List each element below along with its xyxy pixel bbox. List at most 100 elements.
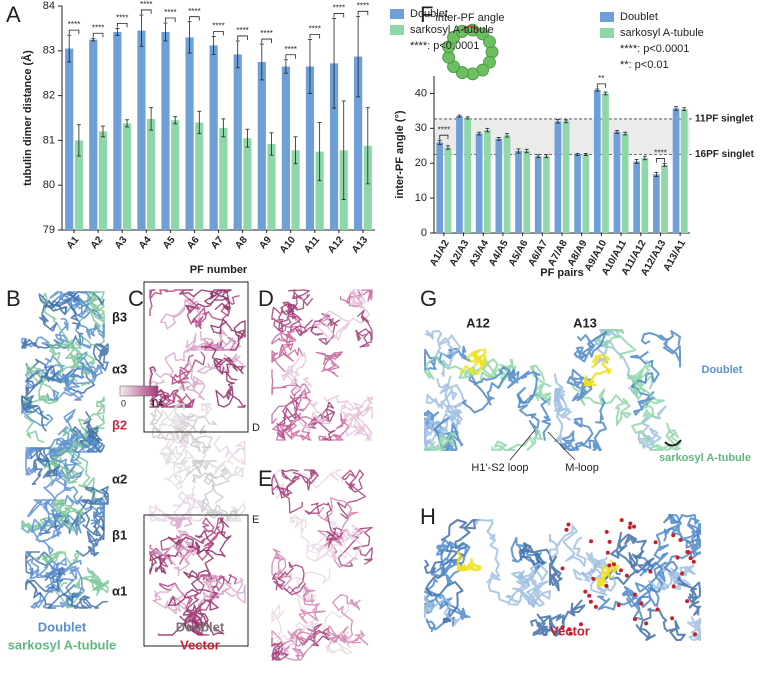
backbone xyxy=(355,309,373,348)
legend-swatch xyxy=(390,9,404,19)
vector-dot xyxy=(685,599,690,604)
subunit-label: α3 xyxy=(112,361,127,376)
backbone xyxy=(526,364,551,406)
vector-dot xyxy=(671,533,676,538)
backbone xyxy=(474,519,509,604)
vector-dot xyxy=(639,601,644,606)
reference-label: 11PF singlet xyxy=(695,114,754,125)
backbone xyxy=(271,637,289,661)
backbone xyxy=(530,613,551,636)
backbone xyxy=(473,353,487,369)
pf-label: A13 xyxy=(573,315,597,330)
backbone xyxy=(63,592,108,609)
error-bar xyxy=(100,125,105,138)
backbone xyxy=(21,395,49,432)
backbone xyxy=(573,331,608,363)
backbone xyxy=(149,408,176,441)
bar xyxy=(436,142,444,233)
reference-label: 16PF singlet xyxy=(695,149,755,160)
significance-label: **** xyxy=(357,1,369,10)
backbone xyxy=(213,435,246,465)
backbone xyxy=(634,561,666,608)
bar xyxy=(113,31,122,231)
bar xyxy=(195,122,204,230)
error-bar xyxy=(496,137,501,141)
pointer xyxy=(547,431,576,461)
backbone xyxy=(640,330,681,368)
error-bar xyxy=(614,130,619,134)
significance-bracket xyxy=(285,54,296,59)
significance-bracket xyxy=(655,158,665,163)
backbone xyxy=(167,517,193,530)
vector-dot xyxy=(568,631,573,636)
backbone xyxy=(517,393,551,441)
error-bar xyxy=(211,36,216,55)
subunit-label: β3 xyxy=(112,309,127,324)
backbone xyxy=(461,366,511,414)
bar xyxy=(161,31,170,231)
backbone xyxy=(596,564,620,587)
backbone xyxy=(348,289,370,315)
backbone xyxy=(204,460,245,481)
backbone xyxy=(426,378,463,422)
error-bar xyxy=(583,153,588,156)
bar xyxy=(122,123,132,230)
significance-label: **** xyxy=(188,7,200,16)
bar xyxy=(503,135,511,233)
backbone xyxy=(40,499,93,536)
panel-letter: G xyxy=(420,286,437,311)
bar xyxy=(523,151,531,233)
backbone xyxy=(515,562,549,608)
significance-label: **** xyxy=(309,25,321,34)
backbone xyxy=(167,518,232,558)
vector-dot xyxy=(680,571,685,576)
backbone xyxy=(92,343,109,372)
backbone xyxy=(215,372,246,408)
x-axis-label: PF number xyxy=(190,264,248,276)
backbone xyxy=(456,551,471,572)
legend-label: sarkosyl A-tubule xyxy=(410,24,494,36)
significance-bracket xyxy=(357,10,369,16)
x-tick-label: A1 xyxy=(65,234,82,251)
error-bar xyxy=(654,171,659,177)
error-bar xyxy=(173,116,178,125)
vector-dot xyxy=(627,525,632,530)
error-bar xyxy=(516,148,521,154)
vector-dot xyxy=(686,550,691,555)
significance-label: **** xyxy=(236,26,248,35)
zoom-box xyxy=(143,281,249,433)
x-tick-label: A8 xyxy=(233,234,250,251)
protofilament xyxy=(455,66,469,79)
vector-dot xyxy=(628,521,633,526)
error-bar xyxy=(163,22,168,42)
backbone xyxy=(271,303,295,332)
backbone xyxy=(21,317,69,349)
legend-label: sarkosyl A-tubule xyxy=(8,637,117,652)
bar xyxy=(582,154,590,233)
pointer xyxy=(509,429,536,461)
backbone xyxy=(149,539,183,575)
backbone xyxy=(518,542,551,568)
backbone xyxy=(649,422,681,451)
y-tick-label: 20 xyxy=(415,157,427,169)
backbone xyxy=(26,557,82,580)
bar xyxy=(171,120,180,230)
backbone xyxy=(272,415,325,441)
backbone xyxy=(197,574,237,606)
backbone xyxy=(549,555,563,592)
error-bar xyxy=(477,131,482,136)
x-tick-label: A3 xyxy=(113,234,130,251)
bar xyxy=(267,143,276,230)
backbone xyxy=(505,571,530,606)
backbone xyxy=(87,423,104,453)
error-bar xyxy=(293,136,298,165)
bar xyxy=(543,156,550,233)
vector-dot xyxy=(607,539,612,544)
vector-dot xyxy=(632,524,637,529)
panel-letter: H xyxy=(420,504,436,529)
backbone xyxy=(291,376,332,432)
error-bar xyxy=(235,40,240,69)
vector-dot xyxy=(578,622,583,627)
error-bar xyxy=(365,107,370,185)
legend-label: Doublet xyxy=(410,8,448,20)
